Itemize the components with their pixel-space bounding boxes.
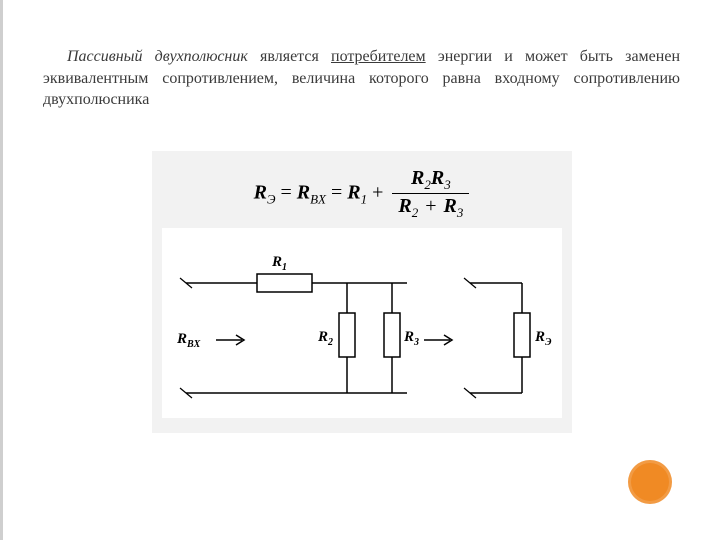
label-r1: R1 — [271, 254, 287, 273]
resistor-re — [514, 313, 530, 357]
body-paragraph: Пассивный двухполюсник является потребит… — [43, 46, 680, 111]
accent-dot-icon — [628, 460, 672, 504]
resistor-r1 — [257, 274, 312, 292]
term-consumer: потребителем — [331, 48, 426, 65]
resistor-r3 — [384, 313, 400, 357]
label-r3: R3 — [403, 329, 419, 348]
equivalent-resistance-formula: RЭ = RBX = R1 + R2R3R2 + R3 — [162, 167, 562, 221]
term-passive: Пассивный двухполюсник — [67, 48, 248, 65]
label-r2: R2 — [317, 329, 333, 348]
para-mid1: является — [248, 48, 331, 65]
label-re: RЭ — [534, 329, 552, 348]
figure-panel: RЭ = RBX = R1 + R2R3R2 + R3 R1 R2 R3 — [152, 151, 572, 434]
label-rbx: RBX — [176, 331, 201, 350]
circuit-diagram: R1 R2 R3 RBX — [162, 228, 562, 418]
resistor-r2 — [339, 313, 355, 357]
